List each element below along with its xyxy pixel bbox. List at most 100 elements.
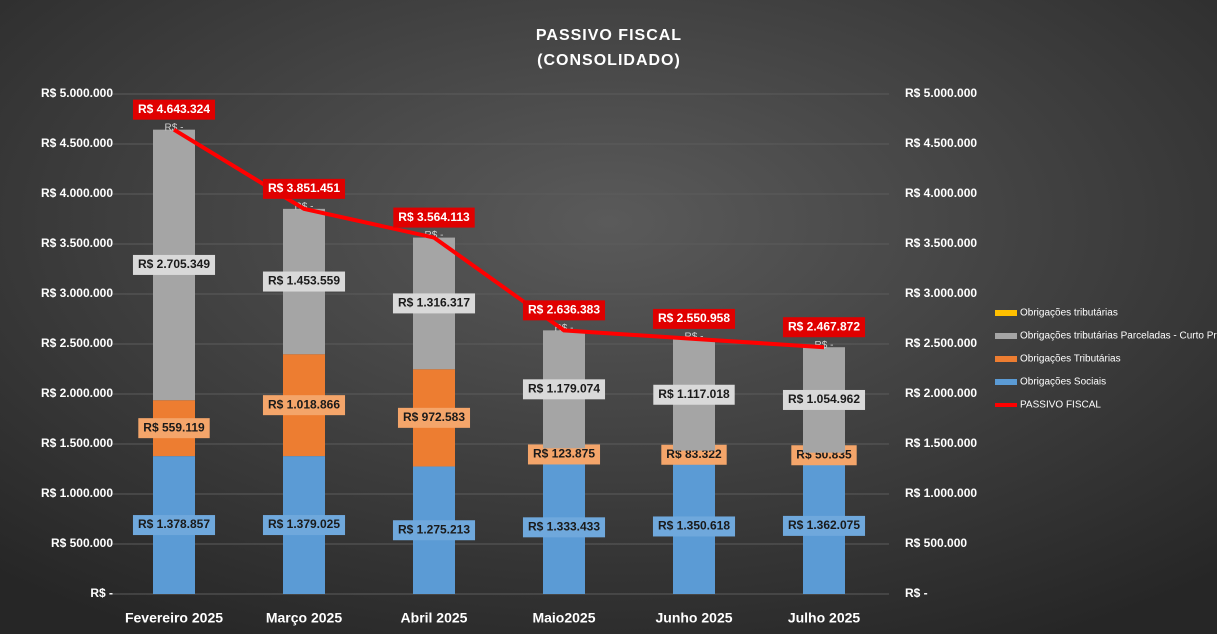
x-tick-label: Junho 2025 xyxy=(655,610,732,626)
label-box xyxy=(393,207,475,228)
label-box xyxy=(262,515,346,536)
label-box xyxy=(782,515,866,536)
data-label: R$ 1.275.213 xyxy=(392,520,476,541)
y2-tick-label: R$ 500.000 xyxy=(905,536,967,550)
y2-tick-label: R$ 5.000.000 xyxy=(905,86,977,100)
data-label-text: R$ 3.564.113 xyxy=(398,210,470,224)
data-label-text: R$ 2.636.383 xyxy=(528,303,600,317)
data-label-text: R$ 2.467.872 xyxy=(788,319,860,333)
data-label-text: R$ 1.018.866 xyxy=(268,397,340,411)
data-label: R$ 123.875 xyxy=(527,444,601,465)
x-tick-label: Maio2025 xyxy=(532,610,595,626)
x-tick-label: Abril 2025 xyxy=(401,610,468,626)
label-box xyxy=(652,308,736,329)
data-label: R$ 1.378.857 xyxy=(132,515,216,536)
y-tick-label: R$ 4.000.000 xyxy=(41,186,113,200)
y2-tick-label: R$ 3.500.000 xyxy=(905,236,977,250)
label-box xyxy=(262,271,346,292)
chart-title: PASSIVO FISCAL xyxy=(536,27,682,44)
label-box xyxy=(132,515,216,536)
y2-tick-label: R$ 2.000.000 xyxy=(905,386,977,400)
data-label: R$ 1.362.075 xyxy=(782,515,866,536)
data-label: R$ 1.316.317 xyxy=(392,293,476,314)
y2-tick-label: R$ 4.500.000 xyxy=(905,136,977,150)
y-tick-label: R$ 3.000.000 xyxy=(41,286,113,300)
data-label-text: R$ 1.453.559 xyxy=(268,274,340,288)
data-label: R$ 1.179.074 xyxy=(522,379,606,400)
label-box xyxy=(397,407,471,428)
y-tick-label: R$ 1.500.000 xyxy=(41,436,113,450)
data-label: R$ 1.054.962 xyxy=(782,389,866,410)
y-tick-label: R$ 2.500.000 xyxy=(41,336,113,350)
y2-tick-label: R$ 1.000.000 xyxy=(905,486,977,500)
data-label: R$ 1.379.025 xyxy=(262,515,346,536)
data-label-text: R$ 4.643.324 xyxy=(138,102,210,116)
label-box xyxy=(262,178,346,199)
y2-tick-label: R$ 2.500.000 xyxy=(905,336,977,350)
y-tick-label: R$ - xyxy=(90,586,113,600)
data-label: R$ 1.350.618 xyxy=(652,516,736,537)
data-label-text: R$ 1.179.074 xyxy=(528,381,600,395)
data-label: R$ 559.119 xyxy=(138,418,210,439)
data-label: R$ 1.453.559 xyxy=(262,271,346,292)
y2-tick-label: R$ 4.000.000 xyxy=(905,186,977,200)
legend-swatch xyxy=(995,356,1017,362)
data-label: R$ 4.643.324 xyxy=(132,99,216,120)
x-tick-label: Julho 2025 xyxy=(788,610,861,626)
y-tick-label: R$ 1.000.000 xyxy=(41,486,113,500)
data-label-text: R$ 559.119 xyxy=(143,420,205,434)
label-box xyxy=(262,395,346,416)
legend-swatch xyxy=(995,403,1017,407)
legend-label: Obrigações Sociais xyxy=(1020,377,1106,388)
label-box xyxy=(527,444,601,465)
data-label-text: R$ 2.705.349 xyxy=(138,257,210,271)
label-box xyxy=(522,517,606,538)
data-label-text: R$ 1.275.213 xyxy=(398,522,470,536)
y-tick-label: R$ 500.000 xyxy=(51,536,113,550)
data-label-text: R$ 3.851.451 xyxy=(268,181,340,195)
data-label-text: R$ 1.054.962 xyxy=(788,392,860,406)
legend-swatch xyxy=(995,333,1017,339)
label-box xyxy=(653,384,735,405)
label-box xyxy=(782,389,866,410)
data-label-text: R$ 1.350.618 xyxy=(658,519,730,533)
y-tick-label: R$ 2.000.000 xyxy=(41,386,113,400)
chart-subtitle: (CONSOLIDADO) xyxy=(537,52,681,69)
label-box xyxy=(652,516,736,537)
data-label-text: R$ 972.583 xyxy=(403,410,465,424)
data-label: R$ 3.851.451 xyxy=(262,178,346,199)
label-box xyxy=(522,300,606,321)
x-tick-label: Fevereiro 2025 xyxy=(125,610,223,626)
legend-label: Obrigações tributárias Parceladas - Curt… xyxy=(1020,331,1217,342)
legend-swatch xyxy=(995,379,1017,385)
data-label: R$ 2.467.872 xyxy=(782,317,866,338)
data-label: R$ 2.705.349 xyxy=(132,254,216,275)
label-box xyxy=(522,379,606,400)
data-label: R$ - xyxy=(165,122,184,133)
label-box xyxy=(132,99,216,120)
data-label: R$ 1.117.018 xyxy=(653,384,735,405)
label-box xyxy=(132,254,216,275)
y2-tick-label: R$ 3.000.000 xyxy=(905,286,977,300)
data-label: R$ 972.583 xyxy=(397,407,471,428)
data-label-text: R$ 1.117.018 xyxy=(658,387,730,401)
data-label-text: R$ 2.550.958 xyxy=(658,311,730,325)
data-label: R$ 1.333.433 xyxy=(522,517,606,538)
y2-tick-label: R$ - xyxy=(905,586,928,600)
label-box xyxy=(392,293,476,314)
data-label-text: R$ 1.379.025 xyxy=(268,517,340,531)
y-tick-label: R$ 3.500.000 xyxy=(41,236,113,250)
data-label-text: R$ 123.875 xyxy=(533,447,595,461)
data-label-text: R$ 1.333.433 xyxy=(528,520,600,534)
data-label-text: R$ 1.362.075 xyxy=(788,518,860,532)
label-box xyxy=(782,317,866,338)
data-label-text: R$ 1.378.857 xyxy=(138,517,210,531)
legend-label: Obrigações Tributárias xyxy=(1020,354,1121,365)
data-label: R$ 2.550.958 xyxy=(652,308,736,329)
x-tick-label: Março 2025 xyxy=(266,610,342,626)
y-tick-label: R$ 5.000.000 xyxy=(41,86,113,100)
data-label: R$ 3.564.113 xyxy=(393,207,475,228)
y-tick-label: R$ 4.500.000 xyxy=(41,136,113,150)
